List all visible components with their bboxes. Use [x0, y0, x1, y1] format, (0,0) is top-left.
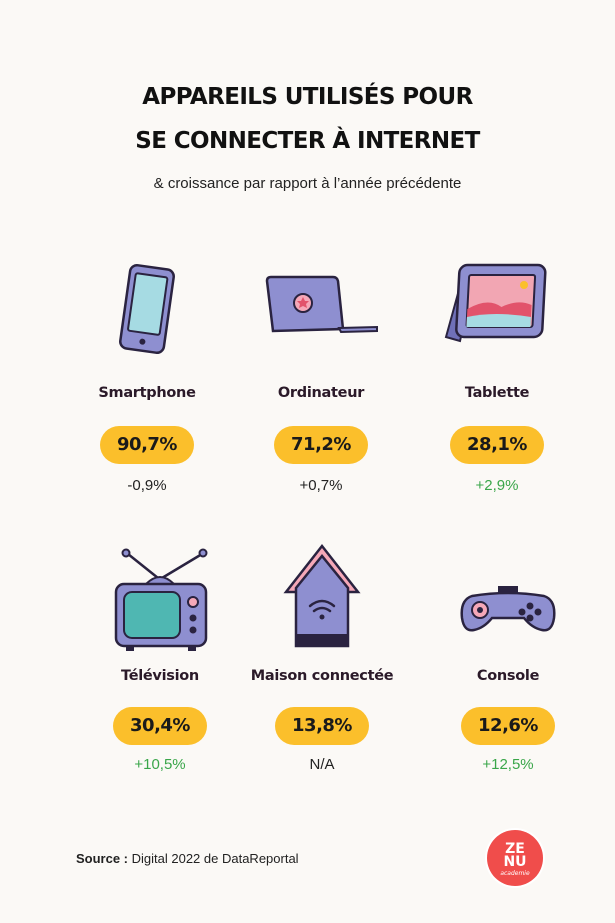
page-subtitle: & croissance par rapport à l’année précé… — [153, 175, 462, 192]
usage-value-badge: 90,7% — [100, 426, 194, 464]
tv-icon — [114, 548, 208, 651]
tablet-icon — [444, 263, 547, 343]
smart-home-icon — [283, 543, 361, 648]
growth-value: N/A — [309, 756, 335, 773]
device-label: Tablette — [464, 385, 530, 401]
growth-value: +10,5% — [134, 756, 186, 773]
usage-value-badge: 28,1% — [450, 426, 544, 464]
device-label: Télévision — [121, 668, 199, 684]
logo-text-line3: academie — [500, 870, 530, 877]
page-title-line2: SE CONNECTER À INTERNET — [135, 128, 480, 154]
device-card-maison-connectee: Maison connectée 13,8% N/A — [222, 540, 422, 790]
logo-text-line2: NU — [503, 854, 527, 870]
source-note: Source : Digital 2022 de DataReportal — [76, 851, 299, 866]
source-label: Source : — [76, 851, 129, 866]
gamepad-icon — [460, 586, 556, 632]
page-title-line1: APPAREILS UTILISÉS POUR — [142, 84, 473, 110]
device-label: Ordinateur — [277, 385, 365, 401]
growth-value: -0,9% — [127, 477, 167, 494]
device-label: Maison connectée — [250, 668, 394, 684]
laptop-icon — [265, 275, 378, 334]
usage-value-badge: 12,6% — [461, 707, 555, 745]
device-card-console: Console 12,6% +12,5% — [408, 540, 608, 790]
source-text: Digital 2022 de DataReportal — [128, 851, 299, 866]
device-card-smartphone: Smartphone 90,7% -0,9% — [47, 255, 247, 505]
brand-logo: ZE NU academie — [485, 828, 545, 888]
logo-badge: ZE NU academie — [487, 830, 543, 886]
smartphone-icon — [119, 264, 175, 354]
growth-value: +2,9% — [475, 477, 519, 494]
usage-value-badge: 13,8% — [275, 707, 369, 745]
logo-text-line1: ZE — [505, 841, 525, 857]
growth-value: +0,7% — [299, 477, 343, 494]
device-label: Console — [476, 668, 540, 684]
device-card-tablette: Tablette 28,1% +2,9% — [397, 255, 597, 505]
device-card-ordinateur: Ordinateur 71,2% +0,7% — [221, 255, 421, 505]
device-card-television: Télévision 30,4% +10,5% — [60, 540, 260, 790]
usage-value-badge: 30,4% — [113, 707, 207, 745]
usage-value-badge: 71,2% — [274, 426, 368, 464]
device-label: Smartphone — [98, 385, 196, 401]
growth-value: +12,5% — [482, 756, 534, 773]
